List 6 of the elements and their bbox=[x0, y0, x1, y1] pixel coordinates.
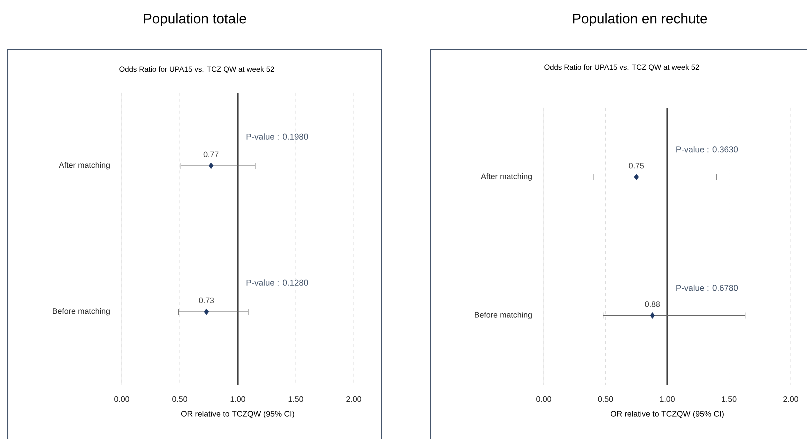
annotation: P-value : 0.3630 bbox=[676, 146, 738, 153]
annotation: P-value : 0.1980 bbox=[246, 134, 308, 140]
annotation: P-value : 0.6780 bbox=[676, 284, 738, 292]
chart-title: Population totale bbox=[144, 13, 246, 26]
chart-title: Population en rechute bbox=[573, 13, 708, 26]
annotation: P-value : 0.1280 bbox=[246, 280, 308, 286]
